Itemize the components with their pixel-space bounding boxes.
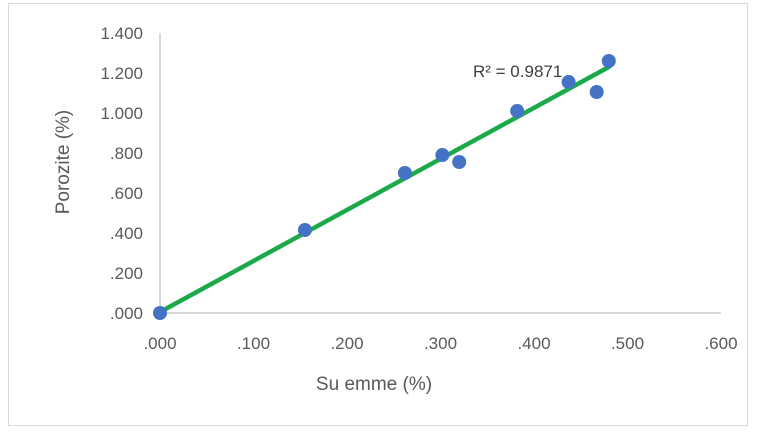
data-points (153, 54, 616, 320)
x-tick-label: .300 (424, 334, 457, 353)
y-tick-label: 1.400 (100, 24, 143, 43)
y-tick-label: .600 (110, 184, 143, 203)
y-tick-label: .200 (110, 264, 143, 283)
y-tick-label: .800 (110, 144, 143, 163)
x-tick-label: .400 (517, 334, 550, 353)
x-tick-label: .200 (330, 334, 363, 353)
data-point (510, 104, 525, 118)
axes (159, 33, 721, 314)
trendline-group (157, 64, 612, 315)
data-point (589, 85, 604, 99)
x-axis-title: Su emme (%) (316, 374, 432, 395)
data-point (435, 148, 450, 162)
y-tick-label: .400 (110, 224, 143, 243)
data-point (297, 223, 312, 237)
data-point (452, 155, 467, 169)
x-tick-labels: .000 .100 .200 .300 .400 .500 .600 (143, 334, 737, 353)
x-tick-label: .100 (237, 334, 270, 353)
data-point (561, 75, 576, 89)
x-tick-label: .600 (704, 334, 737, 353)
x-tick-label: .500 (611, 334, 644, 353)
trendline (157, 64, 612, 315)
y-tick-labels: .000 .200 .400 .600 .800 1.000 1.200 1.400 (100, 24, 143, 323)
chart-frame: .000 .100 .200 .300 .400 .500 .600 .000 .200 .40… (8, 3, 748, 426)
scatter-chart: .000 .100 .200 .300 .400 .500 .600 .000 .200 .40… (53, 24, 738, 395)
x-tick-label: .000 (143, 334, 176, 353)
data-point (601, 54, 616, 68)
r-squared-annotation: R² = 0.9871 (473, 62, 562, 81)
y-axis-title: Porozite (%) (53, 110, 74, 215)
y-tick-label: 1.000 (100, 104, 143, 123)
data-point (397, 166, 412, 180)
y-tick-label: 1.200 (100, 64, 143, 83)
data-point (153, 306, 167, 320)
y-tick-label: .000 (110, 304, 143, 323)
